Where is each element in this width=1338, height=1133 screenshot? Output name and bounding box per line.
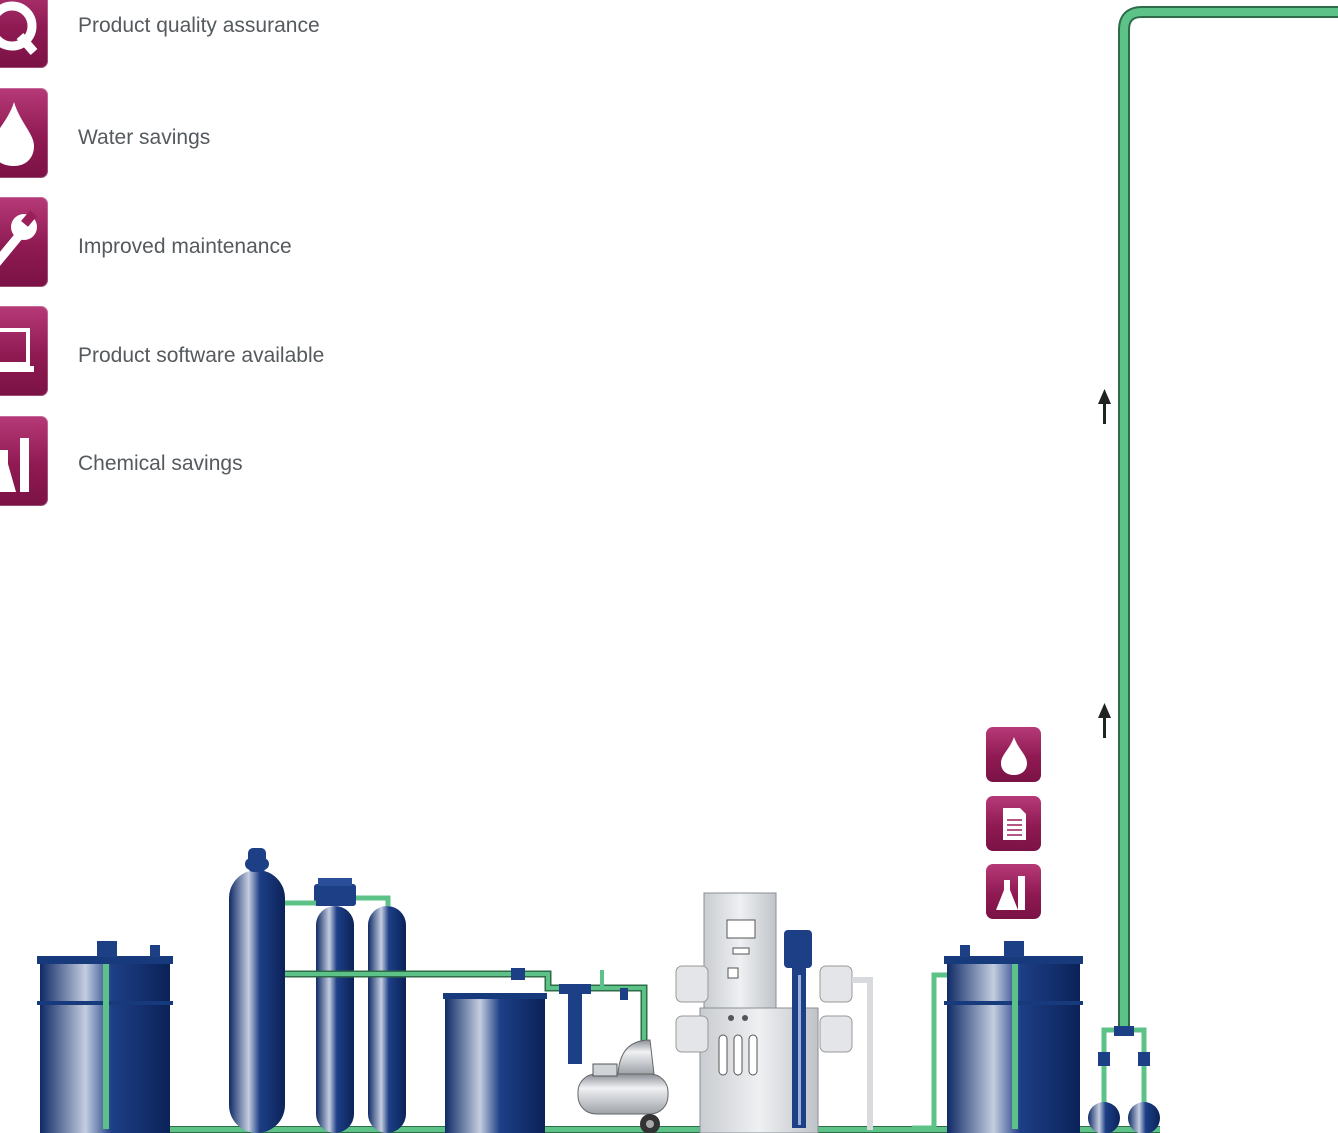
legend-label: Product software available (78, 344, 325, 367)
legend-item-software: Product software available (0, 306, 420, 396)
distribution-pumps (1088, 1026, 1160, 1133)
legend-item-water: Water savings (0, 88, 420, 178)
legend-item-quality: Product quality assurance (0, 0, 420, 68)
quality-q-icon (0, 0, 48, 68)
brine-tank (443, 993, 547, 1133)
flask-icon (986, 864, 1041, 919)
flow-arrow-up (1098, 389, 1111, 424)
legend-label: Water savings (78, 126, 211, 149)
wrench-icon (0, 197, 48, 287)
softener-vessels (285, 878, 648, 1133)
document-icon (986, 796, 1041, 851)
distribution-pipe (1118, 6, 1338, 1036)
flask-icon (0, 416, 48, 506)
flow-arrow-up (1098, 703, 1111, 738)
cartridge-filter (559, 970, 628, 1064)
legend-label: Chemical savings (78, 452, 243, 475)
legend-item-maintenance: Improved maintenance (0, 197, 420, 287)
legend-label: Improved maintenance (78, 235, 292, 258)
water-drop-icon (0, 88, 48, 178)
sand-filter-vessel (229, 848, 285, 1133)
laptop-icon (0, 306, 48, 396)
legend-item-chemical: Chemical savings (0, 416, 420, 506)
raw-water-tank (37, 941, 173, 1133)
product-water-tank (912, 941, 1083, 1133)
reverse-osmosis-unit (675, 892, 873, 1133)
legend-label: Product quality assurance (78, 14, 320, 37)
air-compressor (577, 1039, 669, 1133)
water-drop-icon (986, 727, 1041, 782)
bottom-pipe (40, 1126, 1160, 1133)
